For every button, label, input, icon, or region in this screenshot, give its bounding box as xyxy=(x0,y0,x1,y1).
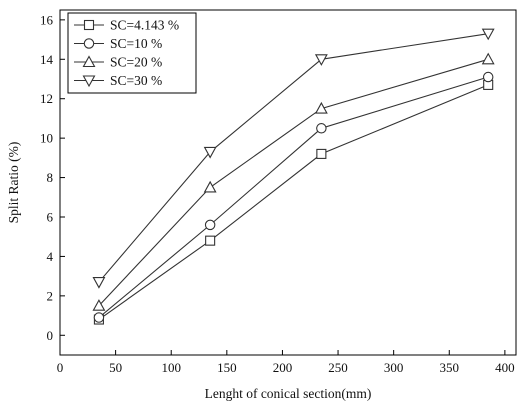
series-line xyxy=(98,84,489,320)
y-axis: 0 2 4 6 8 10 12 14 16 xyxy=(40,12,65,343)
data-point-triangle-up xyxy=(203,180,217,193)
data-point-circle xyxy=(204,219,216,231)
data-point-triangle-down xyxy=(82,75,96,88)
legend-entry: SC=4.143 % xyxy=(74,18,179,33)
series-circle xyxy=(93,71,494,323)
data-point-circle xyxy=(83,38,95,49)
x-tick-label: 350 xyxy=(440,360,460,375)
x-tick-label: 0 xyxy=(57,360,64,375)
y-tick-label: 8 xyxy=(47,170,54,185)
y-tick-label: 2 xyxy=(47,288,54,303)
x-tick-label: 300 xyxy=(384,360,404,375)
data-point-square xyxy=(205,235,216,246)
data-point-triangle-up xyxy=(82,55,96,68)
x-tick-label: 200 xyxy=(273,360,293,375)
y-tick-label: 4 xyxy=(47,249,54,264)
series-triangle-down xyxy=(92,28,495,289)
x-tick-label: 100 xyxy=(161,360,181,375)
data-point-triangle-down xyxy=(203,146,217,159)
x-tick-label: 250 xyxy=(328,360,348,375)
data-point-square xyxy=(83,19,95,31)
data-point-square xyxy=(316,148,327,159)
legend-label: SC=20 % xyxy=(110,55,162,70)
data-point-circle xyxy=(482,71,494,83)
legend-label: SC=30 % xyxy=(110,73,162,88)
data-point-triangle-down xyxy=(92,277,106,289)
legend-entry: SC=10 % xyxy=(74,36,162,51)
series-line xyxy=(98,58,489,307)
data-point-triangle-down xyxy=(481,28,495,41)
y-axis-title: Split Ratio (%) xyxy=(6,142,21,224)
y-tick-label: 12 xyxy=(40,91,53,106)
y-tick-label: 6 xyxy=(47,210,54,225)
legend-entry: SC=30 % xyxy=(74,73,162,88)
data-point-circle xyxy=(316,123,327,134)
x-tick-label: 150 xyxy=(217,360,237,375)
x-tick-label: 50 xyxy=(109,360,122,375)
x-axis-title: Lenght of conical section(mm) xyxy=(205,386,372,401)
plot-area-frame xyxy=(59,9,517,356)
series-line xyxy=(98,33,489,283)
series-layer xyxy=(92,28,495,325)
data-point-triangle-down xyxy=(314,54,328,66)
y-tick-label: 0 xyxy=(47,328,54,343)
data-point-circle xyxy=(93,312,105,323)
data-point-triangle-up xyxy=(314,101,328,114)
legend: SC=4.143 % SC=10 % SC=20 % SC=30 % xyxy=(67,12,197,94)
y-tick-label: 16 xyxy=(40,12,54,27)
y-tick-label: 10 xyxy=(40,131,53,146)
legend-label: SC=10 % xyxy=(110,36,162,51)
legend-entry: SC=20 % xyxy=(74,55,162,70)
legend-label: SC=4.143 % xyxy=(110,18,179,33)
series-line xyxy=(98,76,489,318)
series-square xyxy=(93,79,494,325)
data-point-triangle-up xyxy=(481,52,495,65)
data-point-triangle-up xyxy=(92,299,106,311)
y-tick-label: 14 xyxy=(40,52,54,67)
x-tick-label: 400 xyxy=(495,360,515,375)
x-axis: 0 50 100 150 200 250 300 350 400 xyxy=(57,350,515,375)
series-triangle-up xyxy=(92,52,495,311)
